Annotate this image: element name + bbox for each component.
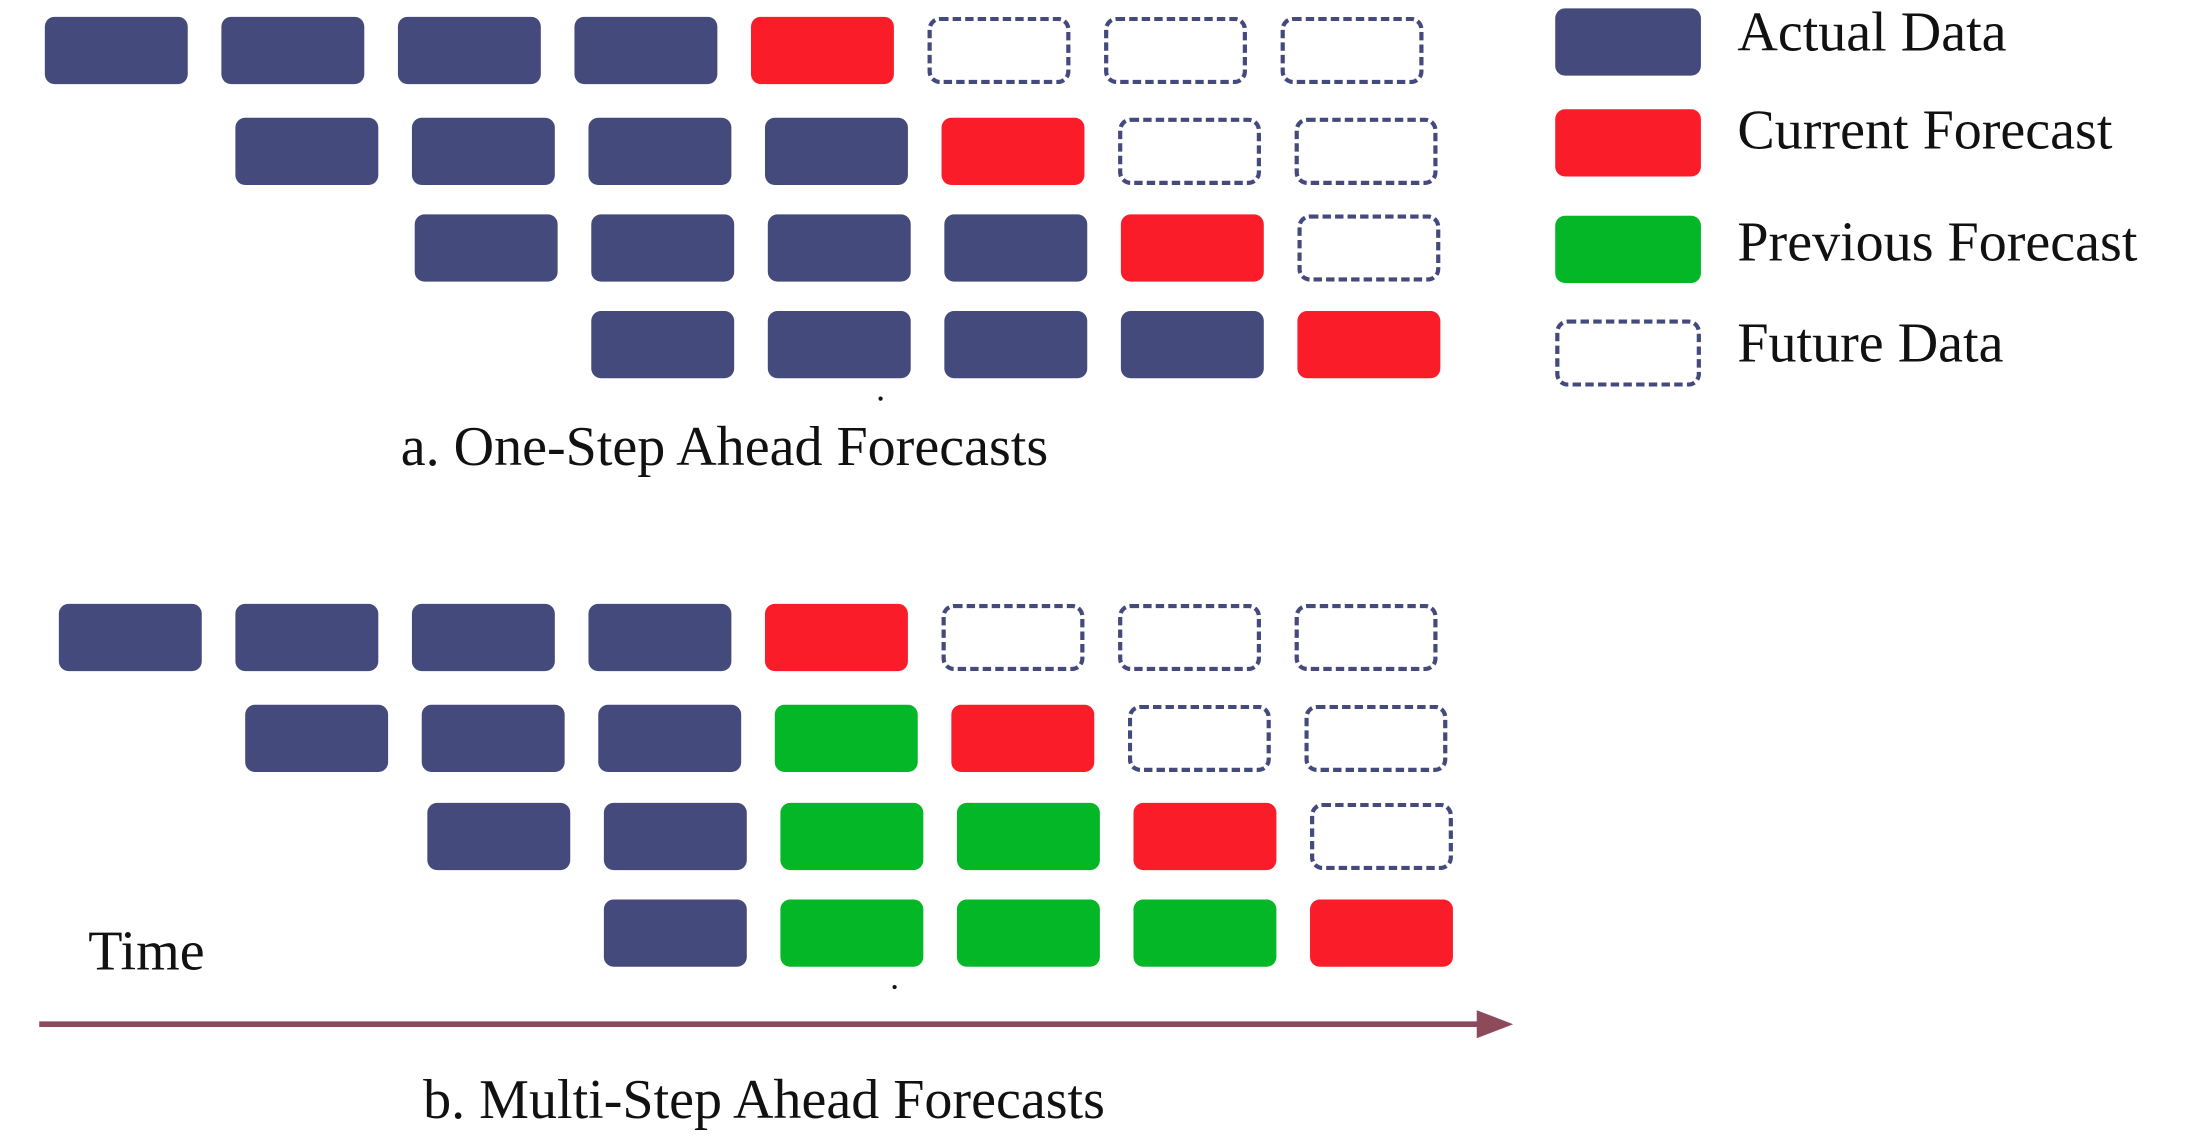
- legend-swatch-previous: [1555, 215, 1701, 284]
- actual-block: [421, 704, 565, 773]
- actual-block: [411, 117, 555, 185]
- actual-block: [588, 603, 732, 672]
- previous-block: [780, 802, 924, 871]
- future-block: [1304, 704, 1448, 773]
- legend-swatch-current: [1555, 109, 1701, 177]
- future-block: [1118, 603, 1261, 672]
- current-block: [1133, 802, 1277, 871]
- future-block: [1294, 117, 1438, 185]
- actual-block: [1120, 311, 1264, 379]
- current-block: [1120, 214, 1264, 282]
- previous-block: [774, 704, 918, 773]
- future-block: [1104, 16, 1247, 85]
- actual-block: [235, 603, 379, 672]
- future-block: [1294, 603, 1438, 672]
- future-block: [1310, 802, 1453, 871]
- future-block: [1127, 704, 1271, 773]
- stray-dot: [892, 984, 897, 990]
- actual-block: [767, 214, 911, 282]
- future-block: [941, 603, 1085, 672]
- previous-block: [1133, 899, 1277, 967]
- time-arrow-head: [1476, 1010, 1514, 1039]
- actual-block: [588, 117, 732, 185]
- panel-a-caption: a. One-Step Ahead Forecasts: [400, 414, 1049, 478]
- actual-block: [765, 117, 908, 185]
- previous-block: [956, 802, 1100, 871]
- time-axis-label: Time: [88, 919, 205, 983]
- actual-block: [221, 16, 365, 85]
- current-block: [1310, 899, 1453, 967]
- actual-block: [58, 603, 202, 672]
- actual-block: [574, 16, 718, 85]
- actual-block: [603, 802, 747, 871]
- actual-block: [427, 802, 571, 871]
- future-block: [1118, 117, 1261, 185]
- actual-block: [44, 16, 188, 85]
- current-block: [750, 16, 894, 85]
- legend-label-previous: Previous Forecast: [1737, 210, 2138, 274]
- actual-block: [603, 899, 747, 967]
- legend-swatch-future: [1555, 319, 1701, 387]
- current-block: [951, 704, 1095, 773]
- actual-block: [411, 603, 555, 672]
- future-block: [1297, 214, 1441, 282]
- legend-label-current: Current Forecast: [1737, 98, 2113, 162]
- current-block: [1297, 311, 1441, 379]
- actual-block: [591, 311, 735, 379]
- actual-block: [944, 311, 1088, 379]
- actual-block: [235, 117, 379, 185]
- actual-block: [245, 704, 389, 773]
- actual-block: [767, 311, 911, 379]
- future-block: [1280, 16, 1424, 85]
- legend-label-future: Future Data: [1737, 311, 2004, 375]
- previous-block: [780, 899, 924, 967]
- current-block: [765, 603, 908, 672]
- actual-block: [397, 16, 541, 85]
- time-arrow: [39, 1010, 1514, 1039]
- actual-block: [591, 214, 735, 282]
- legend-label-actual: Actual Data: [1737, 0, 2007, 64]
- actual-block: [598, 704, 742, 773]
- future-block: [927, 16, 1071, 85]
- panel-b-caption: b. Multi-Step Ahead Forecasts: [423, 1067, 1105, 1131]
- previous-block: [956, 899, 1100, 967]
- actual-block: [944, 214, 1088, 282]
- actual-block: [414, 214, 558, 282]
- stray-dot: [878, 396, 883, 401]
- current-block: [941, 117, 1085, 185]
- legend-swatch-actual: [1555, 8, 1701, 76]
